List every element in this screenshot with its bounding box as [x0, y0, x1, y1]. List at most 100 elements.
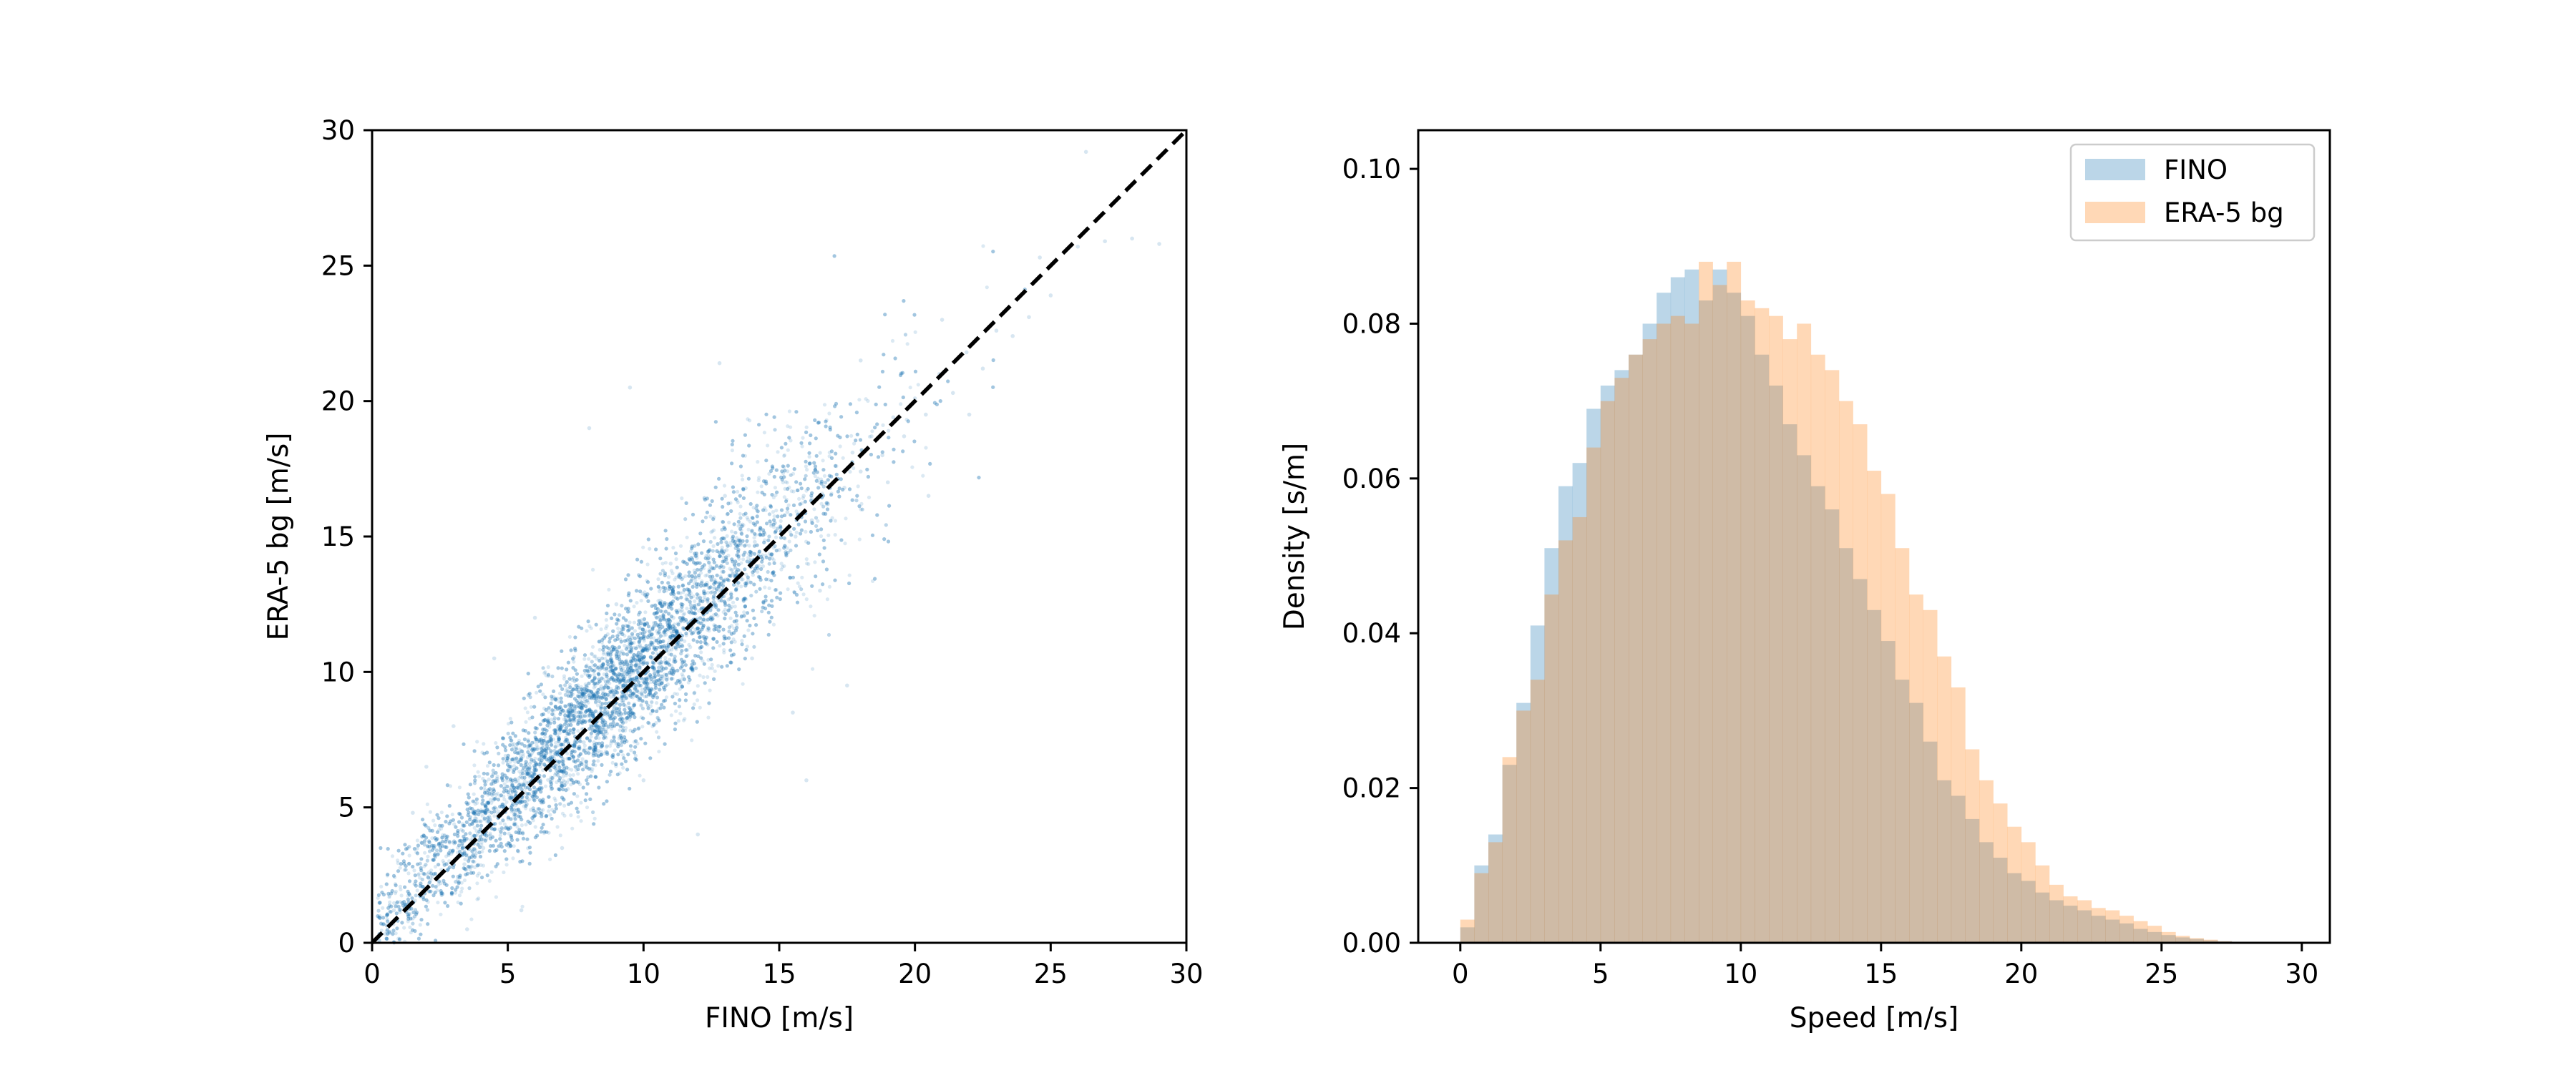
scatter-point: [674, 557, 678, 562]
scatter-point: [913, 330, 917, 334]
scatter-point: [753, 533, 758, 537]
scatter-point: [664, 673, 669, 677]
scatter-point: [537, 751, 542, 755]
scatter-point: [541, 808, 545, 812]
scatter-point: [738, 569, 742, 573]
scatter-point: [782, 454, 786, 459]
scatter-point: [706, 553, 711, 557]
scatter-point: [807, 454, 811, 459]
scatter-point: [628, 620, 632, 624]
scatter-point: [568, 720, 572, 724]
scatter-point: [605, 745, 609, 749]
scatter-point: [763, 532, 767, 536]
scatter-point: [663, 656, 668, 660]
scatter-point: [627, 712, 631, 716]
scatter-point: [779, 562, 784, 566]
scatter-point: [776, 450, 780, 454]
scatter-point: [512, 815, 517, 819]
scatter-point: [551, 738, 556, 742]
scatter-point: [546, 665, 550, 670]
scatter-point: [742, 610, 746, 614]
scatter-point: [518, 775, 523, 779]
scatter-point: [557, 691, 562, 695]
scatter-point: [813, 474, 817, 479]
scatter-point: [394, 889, 398, 893]
scatter-point: [597, 647, 602, 652]
scatter-point: [825, 597, 829, 602]
scatter-point: [413, 898, 417, 903]
scatter-point: [744, 597, 748, 602]
scatter-point: [562, 717, 567, 722]
scatter-point: [587, 624, 592, 629]
scatter-point: [887, 428, 891, 433]
scatter-point: [766, 444, 770, 448]
scatter-point: [713, 624, 717, 629]
scatter-point: [615, 650, 620, 654]
scatter-point: [658, 662, 663, 666]
scatter-point: [527, 716, 532, 721]
scatter-point: [542, 748, 547, 753]
scatter-point: [489, 870, 494, 874]
scatter-point: [599, 627, 603, 632]
scatter-point: [748, 519, 752, 524]
scatter-point: [585, 663, 589, 667]
scatter-point: [475, 897, 479, 901]
scatter-point: [630, 705, 635, 710]
scatter-point: [700, 579, 704, 584]
scatter-point: [481, 776, 485, 781]
scatter-point: [582, 719, 587, 723]
scatter-point: [505, 779, 509, 783]
scatter-point: [510, 743, 514, 747]
scatter-point: [698, 673, 702, 677]
scatter-point: [630, 695, 635, 700]
scatter-point: [791, 471, 796, 476]
scatter-point: [722, 648, 726, 652]
scatter-point: [796, 581, 800, 585]
scatter-point: [682, 612, 687, 616]
scatter-point: [602, 751, 607, 755]
scatter-point: [819, 534, 824, 539]
scatter-point: [656, 660, 660, 665]
scatter-point: [549, 787, 554, 792]
scatter-point: [585, 629, 589, 633]
scatter-point: [771, 622, 776, 627]
scatter-point: [605, 652, 609, 657]
scatter-point: [633, 740, 637, 744]
scatter-point: [419, 881, 423, 886]
scatter-point: [480, 849, 484, 854]
scatter-point: [612, 705, 616, 709]
scatter-point: [607, 587, 611, 592]
scatter-point: [543, 784, 548, 788]
scatter-point: [985, 285, 989, 290]
scatter-point: [600, 721, 605, 726]
scatter-point: [825, 501, 829, 505]
scatter-point: [782, 495, 786, 499]
scatter-point: [582, 747, 587, 751]
scatter-point: [508, 760, 512, 764]
scatter-point: [474, 816, 479, 820]
scatter-point: [525, 781, 530, 785]
scatter-point: [412, 868, 416, 873]
scatter-point: [507, 793, 511, 798]
scatter-point: [519, 771, 523, 776]
scatter-point: [675, 610, 680, 614]
scatter-point: [788, 530, 792, 534]
scatter-point: [801, 436, 805, 440]
scatter-point: [645, 579, 649, 583]
scatter-point: [439, 826, 444, 831]
scatter-point: [673, 577, 677, 582]
scatter-point: [436, 883, 441, 887]
scatter-point: [813, 560, 817, 564]
scatter-point: [713, 601, 717, 606]
scatter-point: [399, 887, 403, 892]
scatter-point: [491, 798, 495, 803]
scatter-point: [653, 614, 658, 619]
scatter-point: [692, 702, 696, 707]
scatter-point: [822, 474, 826, 478]
scatter-point: [498, 833, 502, 838]
scatter-point: [748, 418, 752, 423]
scatter-point: [664, 695, 669, 700]
scatter-point: [703, 574, 708, 578]
scatter-point: [586, 700, 590, 705]
